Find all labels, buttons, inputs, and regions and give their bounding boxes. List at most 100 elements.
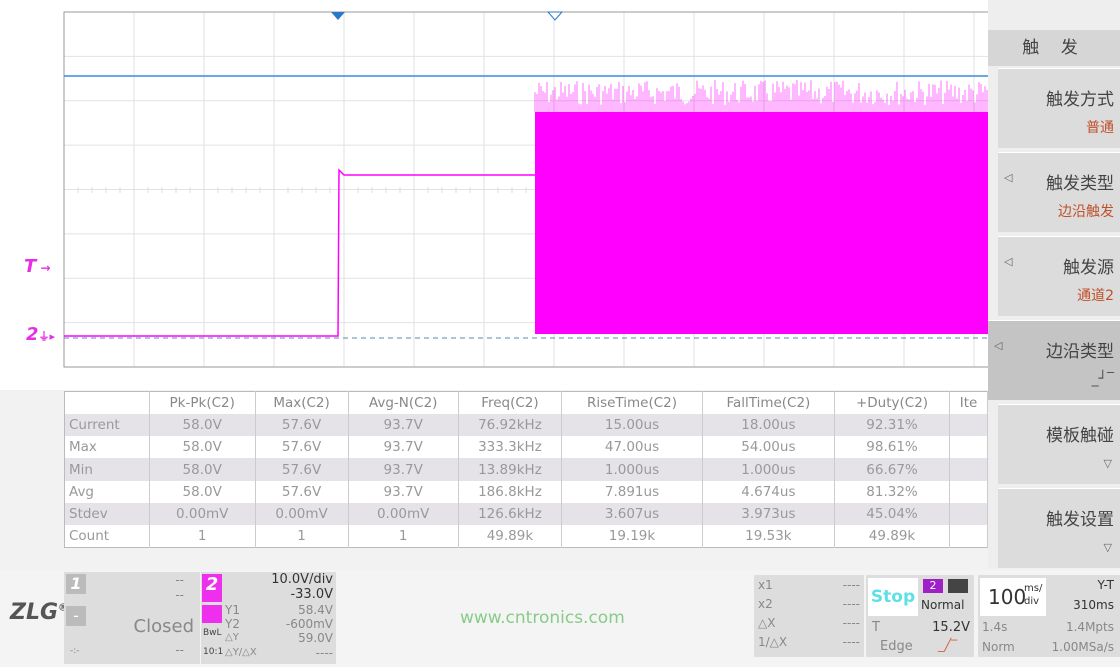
waveform-display[interactable]: T → 2⏚▸: [0, 0, 988, 390]
table-cell: [949, 525, 988, 548]
column-header: [64, 391, 150, 414]
y2-value: -600mV: [285, 617, 333, 631]
run-stop-button[interactable]: Stop: [868, 578, 918, 616]
table-cell: 0.00mV: [348, 502, 459, 526]
table-cell: 93.7V: [348, 458, 459, 481]
cursor-label: x2: [758, 597, 773, 611]
cursor-readout[interactable]: x1 ---- x2 ---- △X ---- 1/△X ----: [754, 575, 864, 657]
table-cell: 45.04%: [834, 502, 951, 526]
trigger-mode: Normal: [921, 598, 965, 612]
y1-label: Y1: [225, 603, 240, 617]
menu-item-0[interactable]: 触发方式 普通: [998, 68, 1120, 148]
channel2-ground-marker[interactable]: 2⏚▸: [26, 324, 56, 345]
cursor-label: △X: [758, 616, 776, 630]
ch1-scale: --: [175, 573, 184, 587]
record-length-time: 1.4s: [982, 620, 1008, 634]
column-header: Avg-N(C2): [348, 391, 459, 414]
table-cell: 58.0V: [149, 436, 256, 459]
cursor-label: x1: [758, 578, 773, 592]
menu-item-value: 边沿触发: [1058, 204, 1114, 220]
cursor-value: ----: [842, 597, 860, 611]
channel2-burst: [535, 112, 988, 334]
menu-item-label: 模板触碰: [1046, 426, 1114, 446]
table-cell: [949, 502, 988, 526]
channel1-badge: 1: [66, 574, 86, 594]
channel1-info[interactable]: 1 -- -- - Closed -- -:-: [64, 572, 200, 664]
menu-item-value: 通道2: [1077, 288, 1114, 304]
ch1-status: Closed: [133, 616, 194, 637]
table-cell: 57.6V: [255, 458, 349, 481]
table-cell: Avg: [64, 480, 150, 503]
table-cell: [949, 413, 988, 437]
ch1-offset: --: [175, 588, 184, 602]
ch1-probe: -:-: [70, 646, 80, 656]
plot-border: [63, 11, 988, 368]
column-header: Ite: [949, 391, 988, 414]
column-header: Max(C2): [255, 391, 349, 414]
menu-item-5[interactable]: ▽ 触发设置: [998, 488, 1120, 568]
menu-item-3[interactable]: ◁ _┘‾ 边沿类型: [988, 320, 1120, 400]
trigger-level-marker[interactable]: T →: [24, 256, 51, 277]
rising-edge-icon: _┘‾: [1091, 371, 1114, 387]
table-cell: Current: [64, 413, 150, 437]
table-cell: [949, 436, 988, 459]
channel2-info[interactable]: 2 10.0V/div -33.0V BwL 10:1 Y1 58.4V Y2 …: [201, 572, 336, 664]
panel-title: 触 发: [988, 30, 1120, 66]
table-cell: 49.89k: [834, 525, 951, 548]
table-cell: 186.8kHz: [458, 480, 563, 503]
menu-item-1[interactable]: ◁ 触发类型 边沿触发: [998, 152, 1120, 232]
expand-left-icon: ◁: [994, 339, 1003, 352]
table-cell: 19.19k: [561, 525, 703, 548]
table-cell: 15.00us: [561, 413, 703, 437]
column-header: Pk-Pk(C2): [149, 391, 256, 414]
trigger-level: 15.2V: [932, 620, 970, 635]
channel-marker-label: 2: [26, 324, 39, 345]
cursor-value: ----: [842, 635, 860, 649]
trigger-marker-label: T: [24, 256, 37, 277]
table-cell: 81.32%: [834, 480, 951, 503]
trigger-position-marker: [331, 12, 345, 20]
dy-label: △Y: [225, 632, 239, 643]
menu-item-label: 触发类型: [1046, 174, 1114, 194]
dydx-label: △Y/△X: [225, 647, 257, 658]
trigger-source-badge: 2: [923, 579, 943, 593]
menu-item-4[interactable]: ▽ 模板触碰: [998, 404, 1120, 484]
timebase-scale[interactable]: 100 ms/ div: [980, 578, 1046, 616]
dy-value: 59.0V: [298, 631, 333, 645]
column-header: RiseTime(C2): [561, 391, 703, 414]
y1-value: 58.4V: [298, 603, 333, 617]
cursor-label: 1/△X: [758, 635, 788, 649]
menu-item-2[interactable]: ◁ 触发源 通道2: [998, 236, 1120, 316]
table-cell: 93.7V: [348, 436, 459, 459]
channel2-trace: [64, 168, 535, 337]
table-cell: 93.7V: [348, 413, 459, 437]
waveform-plot: [63, 11, 988, 368]
table-cell: 333.3kHz: [458, 436, 563, 459]
table-cell: Count: [64, 525, 150, 548]
channel2-burst-peaks: [534, 80, 988, 112]
timebase-info[interactable]: 100 ms/ div Y-T 310ms 1.4s 1.4Mpts Norm …: [978, 575, 1120, 657]
table-row: Current 58.0V 57.6V 93.7V 76.92kHz 15.00us 18.…: [64, 413, 988, 437]
time-reference-marker: [546, 11, 564, 21]
chevron-down-icon: ▽: [1103, 457, 1112, 470]
table-row: Count 1 1 1 49.89k 19.19k 19.53k 49.89k: [64, 525, 988, 548]
table-cell: 93.7V: [348, 480, 459, 503]
trigger-status[interactable]: Stop 2 Normal T 15.2V Edge _╱‾: [866, 575, 974, 657]
display-mode: Y-T: [1097, 578, 1114, 592]
bandwidth-limit: BwL: [203, 628, 222, 638]
column-header: Freq(C2): [458, 391, 563, 414]
table-cell: 4.674us: [702, 480, 835, 503]
trigger-type: Edge: [880, 639, 913, 654]
table-cell: 3.973us: [702, 502, 835, 526]
table-cell: 66.67%: [834, 458, 951, 481]
y2-label: Y2: [225, 617, 240, 631]
coupling-icon: [202, 605, 222, 623]
table-row: Max 58.0V 57.6V 93.7V 333.3kHz 47.00us 54.00us…: [64, 436, 988, 459]
coupling-icon: [948, 579, 968, 593]
table-cell: 0.00mV: [255, 502, 349, 526]
table-cell: 18.00us: [702, 413, 835, 437]
rising-edge-icon: _╱‾: [938, 638, 958, 652]
menu-item-value: 普通: [1086, 120, 1114, 136]
trigger-level-label: T: [872, 620, 880, 635]
timebase-value: 100: [988, 585, 1027, 609]
